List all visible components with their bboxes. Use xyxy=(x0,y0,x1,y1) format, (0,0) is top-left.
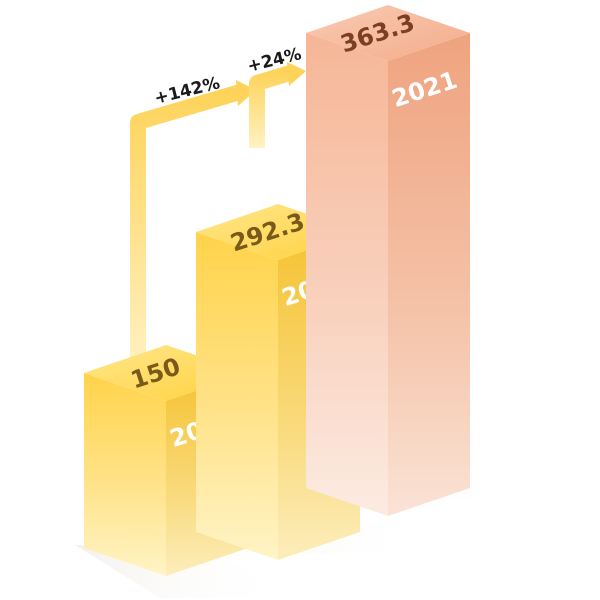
bar-front-face xyxy=(84,373,166,576)
growth-arrow-1 xyxy=(130,84,243,378)
growth-arrow-2-head xyxy=(287,62,306,86)
growth-arrows xyxy=(130,62,306,378)
bar-front-face xyxy=(196,232,278,560)
growth-arrow-1-head xyxy=(236,80,256,106)
bar-top-face xyxy=(306,5,470,61)
growth-arrow-2 xyxy=(249,65,293,148)
bar-front-face xyxy=(306,33,388,516)
bar-side-face xyxy=(388,33,470,516)
